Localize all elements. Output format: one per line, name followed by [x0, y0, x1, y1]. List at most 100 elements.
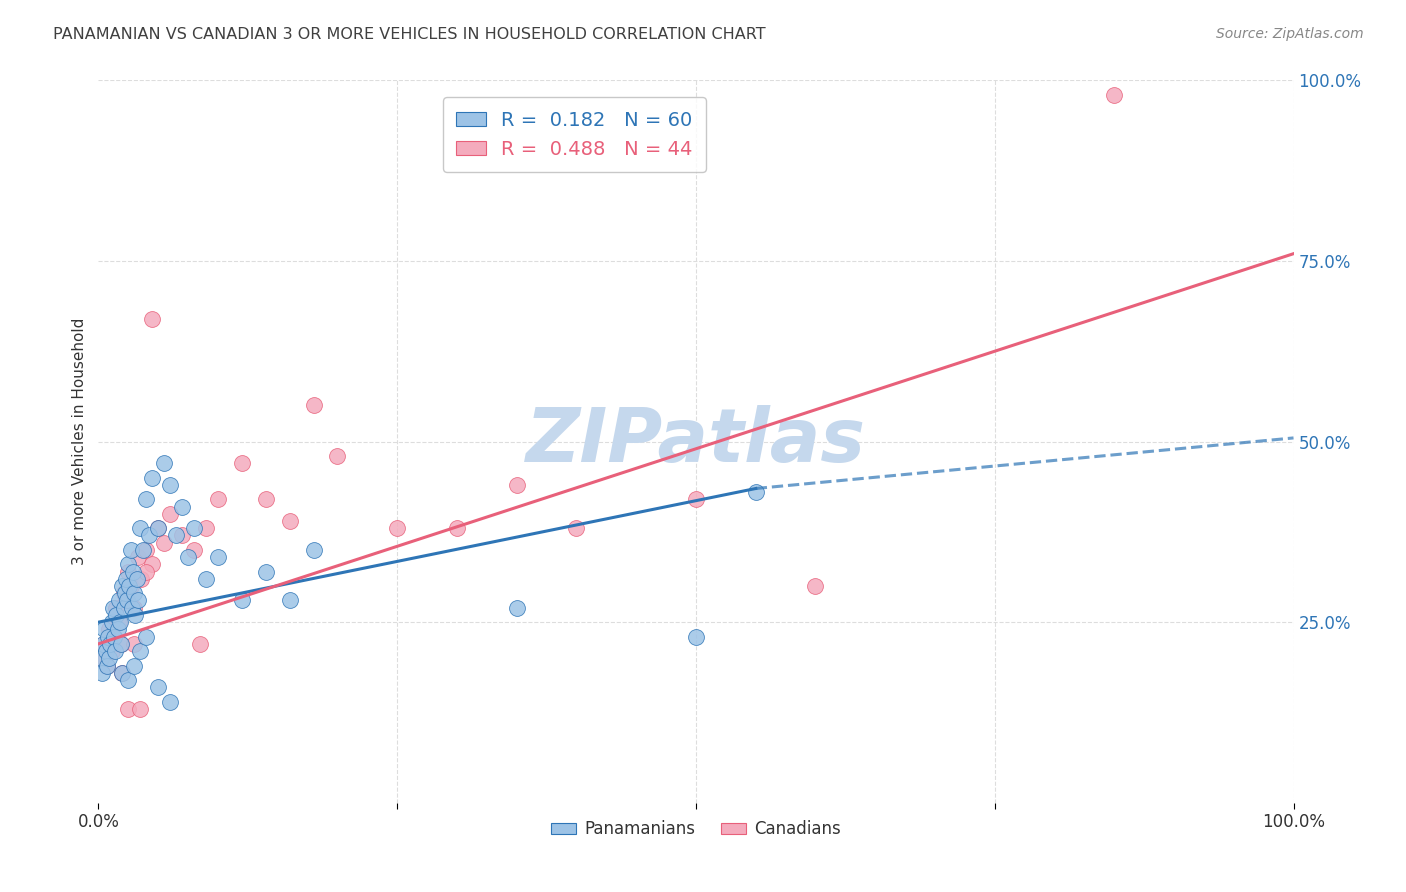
Text: ZIPatlas: ZIPatlas — [526, 405, 866, 478]
Point — [804, 579, 827, 593]
Point — [254, 492, 277, 507]
Point — [207, 492, 229, 507]
Point — [177, 550, 200, 565]
Point — [111, 665, 134, 680]
Point — [122, 565, 145, 579]
Point — [107, 615, 129, 630]
Point — [110, 637, 132, 651]
Point — [685, 492, 707, 507]
Point — [135, 630, 157, 644]
Point — [105, 607, 128, 622]
Point — [231, 456, 253, 470]
Point — [745, 485, 768, 500]
Y-axis label: 3 or more Vehicles in Household: 3 or more Vehicles in Household — [72, 318, 87, 566]
Point — [112, 600, 135, 615]
Point — [183, 542, 205, 557]
Text: Source: ZipAtlas.com: Source: ZipAtlas.com — [1216, 27, 1364, 41]
Point — [685, 630, 707, 644]
Point — [153, 535, 176, 549]
Point — [506, 600, 529, 615]
Point — [141, 470, 163, 484]
Point — [141, 311, 163, 326]
Point — [125, 572, 148, 586]
Point — [148, 521, 170, 535]
Point — [121, 600, 143, 615]
Point — [105, 600, 128, 615]
Point — [111, 665, 134, 680]
Point — [159, 695, 181, 709]
Point — [104, 644, 127, 658]
Point — [131, 572, 153, 586]
Point — [1104, 87, 1126, 102]
Point — [183, 521, 205, 535]
Text: PANAMANIAN VS CANADIAN 3 OR MORE VEHICLES IN HOUSEHOLD CORRELATION CHART: PANAMANIAN VS CANADIAN 3 OR MORE VEHICLE… — [53, 27, 766, 42]
Point — [129, 702, 152, 716]
Point — [117, 673, 139, 687]
Point — [124, 600, 146, 615]
Point — [124, 607, 146, 622]
Point — [120, 542, 142, 557]
Point — [231, 593, 253, 607]
Point — [172, 528, 194, 542]
Point — [117, 558, 139, 572]
Point — [172, 500, 194, 514]
Point — [159, 507, 181, 521]
Point — [91, 637, 114, 651]
Point — [111, 579, 134, 593]
Point — [115, 593, 138, 607]
Point — [153, 456, 176, 470]
Point — [385, 521, 409, 535]
Point — [98, 623, 121, 637]
Point — [110, 637, 132, 651]
Point — [278, 593, 301, 607]
Point — [100, 644, 122, 658]
Point — [127, 550, 149, 565]
Point — [135, 492, 157, 507]
Point — [107, 623, 129, 637]
Point — [254, 565, 277, 579]
Point — [195, 572, 218, 586]
Point — [506, 478, 529, 492]
Point — [302, 542, 325, 557]
Point — [107, 593, 129, 607]
Point — [129, 521, 152, 535]
Point — [91, 665, 114, 680]
Point — [124, 637, 146, 651]
Point — [446, 521, 468, 535]
Point — [127, 593, 149, 607]
Point — [195, 521, 218, 535]
Point — [112, 586, 135, 600]
Point — [207, 550, 229, 565]
Point — [188, 637, 211, 651]
Point — [115, 572, 138, 586]
Point — [90, 651, 112, 665]
Point — [98, 651, 121, 665]
Point — [135, 565, 157, 579]
Point — [91, 651, 114, 665]
Point — [108, 615, 131, 630]
Point — [117, 702, 139, 716]
Point — [565, 521, 588, 535]
Point — [101, 600, 124, 615]
Point — [302, 398, 325, 412]
Point — [94, 644, 117, 658]
Point — [93, 637, 115, 651]
Point — [124, 658, 146, 673]
Point — [103, 630, 125, 644]
Point — [100, 615, 122, 630]
Point — [159, 478, 181, 492]
Point — [103, 630, 125, 644]
Point — [326, 449, 349, 463]
Point — [118, 579, 141, 593]
Point — [278, 514, 301, 528]
Point — [135, 542, 157, 557]
Legend: Panamanians, Canadians: Panamanians, Canadians — [544, 814, 848, 845]
Point — [117, 565, 139, 579]
Point — [124, 586, 146, 600]
Point — [93, 623, 115, 637]
Point — [96, 658, 118, 673]
Point — [98, 637, 122, 651]
Point — [97, 630, 120, 644]
Point — [138, 528, 160, 542]
Point — [141, 558, 163, 572]
